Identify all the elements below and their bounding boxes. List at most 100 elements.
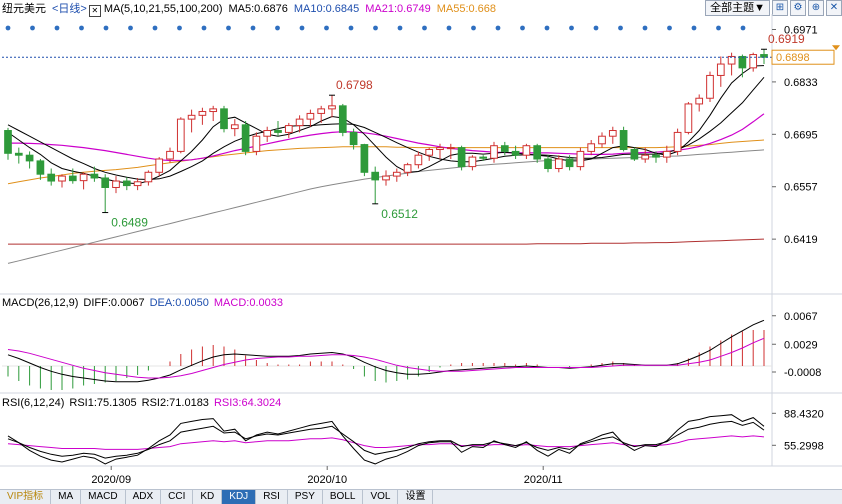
period-label[interactable]: <日线> <box>52 3 87 15</box>
rsi-header: RSI(6,12,24) RSI1:75.1305 RSI2:71.0183 RSI3… <box>2 396 286 410</box>
tab-6[interactable]: KDJ <box>222 490 257 504</box>
ma-title: MA(5,10,21,55,100,200) <box>103 3 223 15</box>
candle <box>565 158 574 168</box>
toolbar: 全部主题▼ ⊞ ⚙ ⊕ ✕ <box>705 0 842 16</box>
ma5-readout: MA5:0.6876 <box>228 3 288 15</box>
tab-10[interactable]: VOL <box>363 490 399 504</box>
main-header: 纽元美元 <日线> ✕ MA(5,10,21,55,100,200) MA5:0.687… <box>2 1 502 17</box>
macd-y-tick-label: 0.0067 <box>784 311 818 323</box>
macd-header: MACD(26,12,9) DIFF:0.0067 DEA:0.0050 MACD:0… <box>2 296 288 310</box>
macd-diff-line <box>7 319 765 383</box>
candle <box>14 152 23 156</box>
macd-dea-line <box>7 337 765 379</box>
rsi2-readout: RSI2:71.0183 <box>141 397 209 409</box>
tab-1[interactable]: MA <box>51 490 82 504</box>
candle <box>662 150 671 158</box>
theme-dropdown[interactable]: 全部主题▼ <box>705 0 770 16</box>
candle <box>695 97 704 105</box>
candle <box>706 74 714 99</box>
ma-toggle-icon[interactable]: ✕ <box>88 5 101 17</box>
macd-title: MACD(26,12,9) <box>2 297 79 309</box>
tab-9[interactable]: BOLL <box>323 490 364 504</box>
candle <box>101 177 110 188</box>
candle <box>533 145 542 160</box>
symbol-label: 纽元美元 <box>2 3 46 15</box>
candle <box>522 145 531 156</box>
candle <box>90 173 99 179</box>
signal-dot <box>691 25 697 31</box>
macd-dea-readout: DEA:0.0050 <box>149 297 209 309</box>
tab-8[interactable]: PSY <box>288 490 323 504</box>
candle <box>414 154 423 166</box>
candle <box>122 180 131 187</box>
rsi1-line <box>7 414 765 465</box>
signal-dot <box>324 25 329 31</box>
signal-dot <box>348 25 354 31</box>
candle <box>47 173 56 182</box>
candle <box>468 156 477 168</box>
tab-4[interactable]: CCI <box>161 490 194 504</box>
x-tick-label: 2020/09 <box>91 474 131 486</box>
candle <box>295 118 304 127</box>
candle <box>500 145 509 152</box>
ma55-readout: MA55:0.668 <box>436 3 497 15</box>
candle <box>338 105 347 133</box>
price-marker-icon <box>832 45 840 51</box>
layout-icon[interactable]: ⊞ <box>772 0 788 16</box>
candle <box>457 147 466 168</box>
signal-dot <box>79 25 84 31</box>
rsi3-readout: RSI3:64.3024 <box>213 397 282 409</box>
candle <box>328 105 336 110</box>
candle <box>68 175 77 182</box>
candle <box>425 149 434 156</box>
signal-dot <box>618 25 623 31</box>
ma200-line <box>8 238 765 245</box>
candle <box>382 175 390 181</box>
candle <box>349 131 358 146</box>
candle <box>490 145 498 159</box>
annotation-low: 0.6489 <box>111 216 148 230</box>
candle <box>360 144 369 173</box>
candle <box>619 130 628 151</box>
candle <box>652 154 660 158</box>
signal-dot <box>520 25 525 31</box>
signal-dot <box>226 25 231 31</box>
candle <box>587 143 596 152</box>
tab-7[interactable]: RSI <box>256 490 288 504</box>
signal-dot <box>275 25 280 31</box>
x-tick-label: 2020/10 <box>307 474 347 486</box>
tab-3[interactable]: ADX <box>126 490 162 504</box>
candle <box>241 124 250 152</box>
candle <box>274 130 282 133</box>
candle <box>544 158 552 169</box>
candle <box>176 118 185 152</box>
tab-5[interactable]: KD <box>193 490 223 504</box>
candle <box>511 150 520 156</box>
y-tick-label: 0.6971 <box>784 24 818 36</box>
macd-y-tick-label: -0.0008 <box>784 367 821 379</box>
candle <box>403 164 412 173</box>
candle <box>554 158 563 169</box>
crosshair-icon[interactable]: ⊕ <box>808 0 824 16</box>
tab-2[interactable]: MACD <box>81 490 126 504</box>
signal-dot <box>446 25 452 31</box>
candle <box>252 135 261 152</box>
candle <box>630 149 639 160</box>
candle <box>4 130 12 154</box>
chart-canvas[interactable]: 0.6971 0.6833 0.6695 0.6557 0.6419 0.6898 0.69… <box>0 0 842 490</box>
candle <box>36 160 45 175</box>
y-tick-label: 0.6695 <box>784 129 818 141</box>
candle <box>684 103 693 133</box>
annotation-high: 0.6798 <box>336 78 373 92</box>
candle <box>112 180 120 188</box>
candle <box>133 181 142 187</box>
rsi3-line <box>7 435 765 450</box>
ma10-line <box>7 76 765 181</box>
candle <box>479 156 488 159</box>
tab-0[interactable]: VIP指标 <box>0 490 52 504</box>
settings-icon[interactable]: ⚙ <box>790 0 806 16</box>
candle <box>608 130 617 137</box>
signal-dot <box>177 25 182 31</box>
tab-11[interactable]: 设置 <box>398 490 434 504</box>
